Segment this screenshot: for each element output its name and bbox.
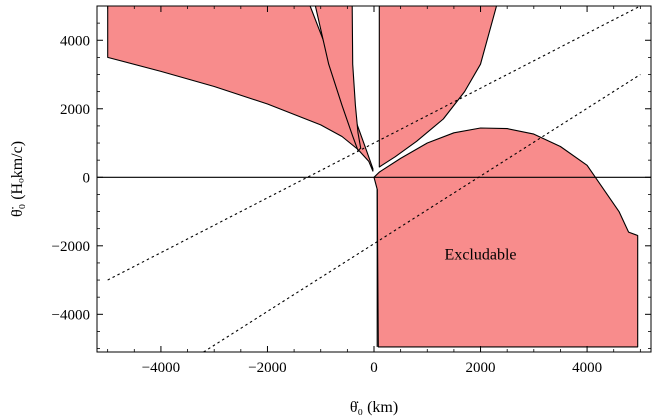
x-tick-label: −2000 bbox=[248, 360, 286, 376]
region-upper-narrow bbox=[314, 5, 362, 152]
y-axis-label: θ̈₀ (Hₒkm/c) bbox=[9, 141, 26, 217]
x-tick-label: 0 bbox=[370, 360, 378, 376]
reference-lines bbox=[97, 6, 651, 352]
y-tick-label: 2000 bbox=[60, 102, 90, 118]
axis-labels: θ̇₀ (km) θ̈₀ (Hₒkm/c) bbox=[9, 141, 398, 416]
dotted-line-lower bbox=[203, 74, 641, 352]
x-tick-label: 4000 bbox=[572, 360, 602, 376]
region-lower-right bbox=[373, 127, 639, 348]
axis-ticks: −4000 −2000 0 2000 4000 −4000 −2000 0 2000 4000 bbox=[52, 5, 651, 376]
x-axis-label: θ̇₀ (km) bbox=[350, 399, 398, 416]
annotation-excludable: Excludable bbox=[445, 247, 517, 264]
excluded-regions bbox=[107, 5, 639, 348]
x-tick-label: 2000 bbox=[466, 360, 496, 376]
y-tick-label: 0 bbox=[83, 170, 91, 186]
y-tick-label: −4000 bbox=[52, 307, 90, 323]
y-tick-label: −2000 bbox=[52, 239, 90, 255]
dotted-line-upper bbox=[107, 6, 641, 281]
region-upper-right bbox=[378, 5, 498, 168]
x-tick-label: −4000 bbox=[142, 360, 180, 376]
annotations: Excludable bbox=[445, 247, 517, 264]
y-tick-label: 4000 bbox=[60, 33, 90, 49]
